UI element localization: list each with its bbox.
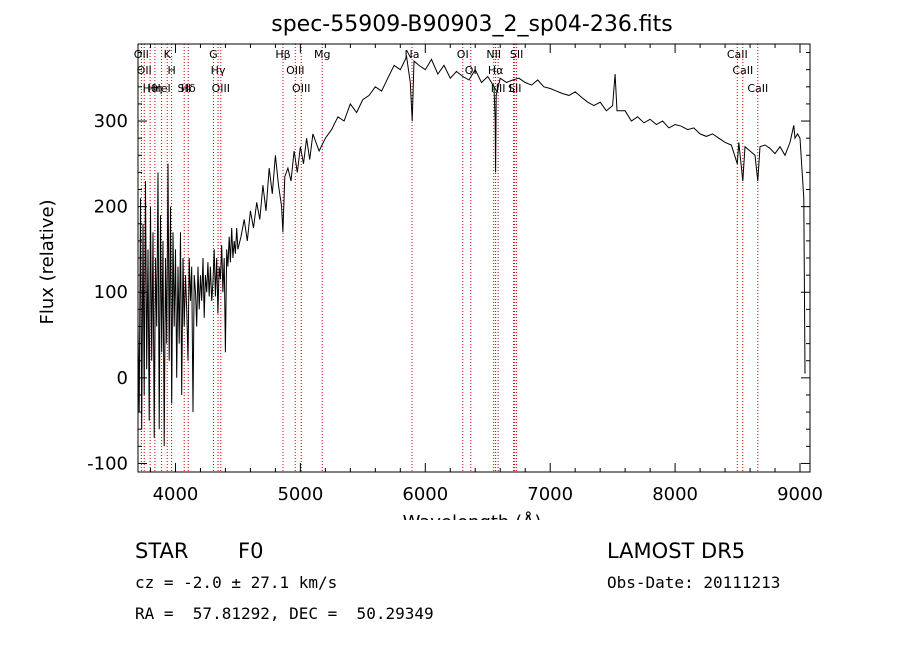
x-tick-label: 9000 (777, 484, 823, 505)
line-marker-label: H (167, 64, 175, 77)
line-marker-label: Hθ (143, 82, 158, 95)
x-tick-label: 7000 (527, 484, 573, 505)
chart-title: spec-55909-B90903_2_sp04-236.fits (271, 12, 673, 37)
line-marker-label: Mg (314, 48, 330, 61)
spectrum-series-line (137, 55, 806, 447)
line-marker-label: NII (486, 48, 501, 61)
line-marker-label: Li (509, 82, 518, 95)
survey-name: LAMOST DR5 (607, 539, 746, 563)
subclass: F0 (238, 539, 264, 563)
redshift-text: cz = -2.0 ± 27.1 km/s (135, 573, 338, 592)
x-tick-label: 4000 (153, 484, 199, 505)
y-tick-label: -100 (87, 453, 128, 474)
line-marker-label: HeI (152, 82, 170, 95)
line-marker-label: OII (134, 48, 149, 61)
x-tick-label: 6000 (402, 484, 448, 505)
x-axis-label: Wavelength (Å) (403, 511, 542, 520)
line-marker-label: Hα (488, 64, 504, 77)
line-marker-label: OII (137, 64, 152, 77)
y-tick-label: 0 (117, 368, 128, 389)
line-marker-label: Hδ (181, 82, 196, 95)
y-tick-label: 300 (94, 111, 128, 132)
line-marker-label: OIII (286, 64, 304, 77)
line-marker-label: SII (508, 82, 521, 95)
line-marker-label: SII (510, 48, 523, 61)
coordinates: RA = 57.81292, DEC = 50.29349 (135, 604, 434, 623)
line-marker-label: Na (405, 48, 420, 61)
x-axis: 4000 5000 6000 7000 8000 9000 (149, 44, 823, 505)
y-tick-label: 100 (94, 282, 128, 303)
line-marker-label: Hη (147, 82, 162, 95)
line-marker-label: OIII (212, 82, 230, 95)
line-marker-label: CaII (727, 48, 748, 61)
obs-date: Obs-Date: 20111213 (607, 573, 781, 592)
line-marker-label: G (209, 48, 218, 61)
object-class: STAR (135, 539, 189, 563)
y-axis: -100 0 100 200 300 (87, 52, 810, 474)
line-marker-label: OIII (292, 82, 310, 95)
line-marker-label: CaII (732, 64, 753, 77)
line-marker-label: K (164, 48, 172, 61)
line-marker-label: Hβ (275, 48, 290, 61)
line-marker-label: OI (457, 48, 469, 61)
line-marker-layer (140, 44, 759, 472)
y-tick-label: 200 (94, 197, 128, 218)
x-tick-label: 8000 (652, 484, 698, 505)
y-axis-label: Flux (relative) (37, 199, 58, 324)
line-marker-label: OI (465, 64, 477, 77)
plot-frame (137, 43, 811, 473)
line-marker-label: SII (177, 82, 190, 95)
line-marker-label: Hγ (211, 64, 226, 77)
x-tick-label: 5000 (277, 484, 323, 505)
spectrum-chart: spec-55909-B90903_2_sp04-236.fits OII OII… (37, 12, 823, 520)
line-marker-label: CaII (747, 82, 768, 95)
series-layer (137, 55, 806, 447)
